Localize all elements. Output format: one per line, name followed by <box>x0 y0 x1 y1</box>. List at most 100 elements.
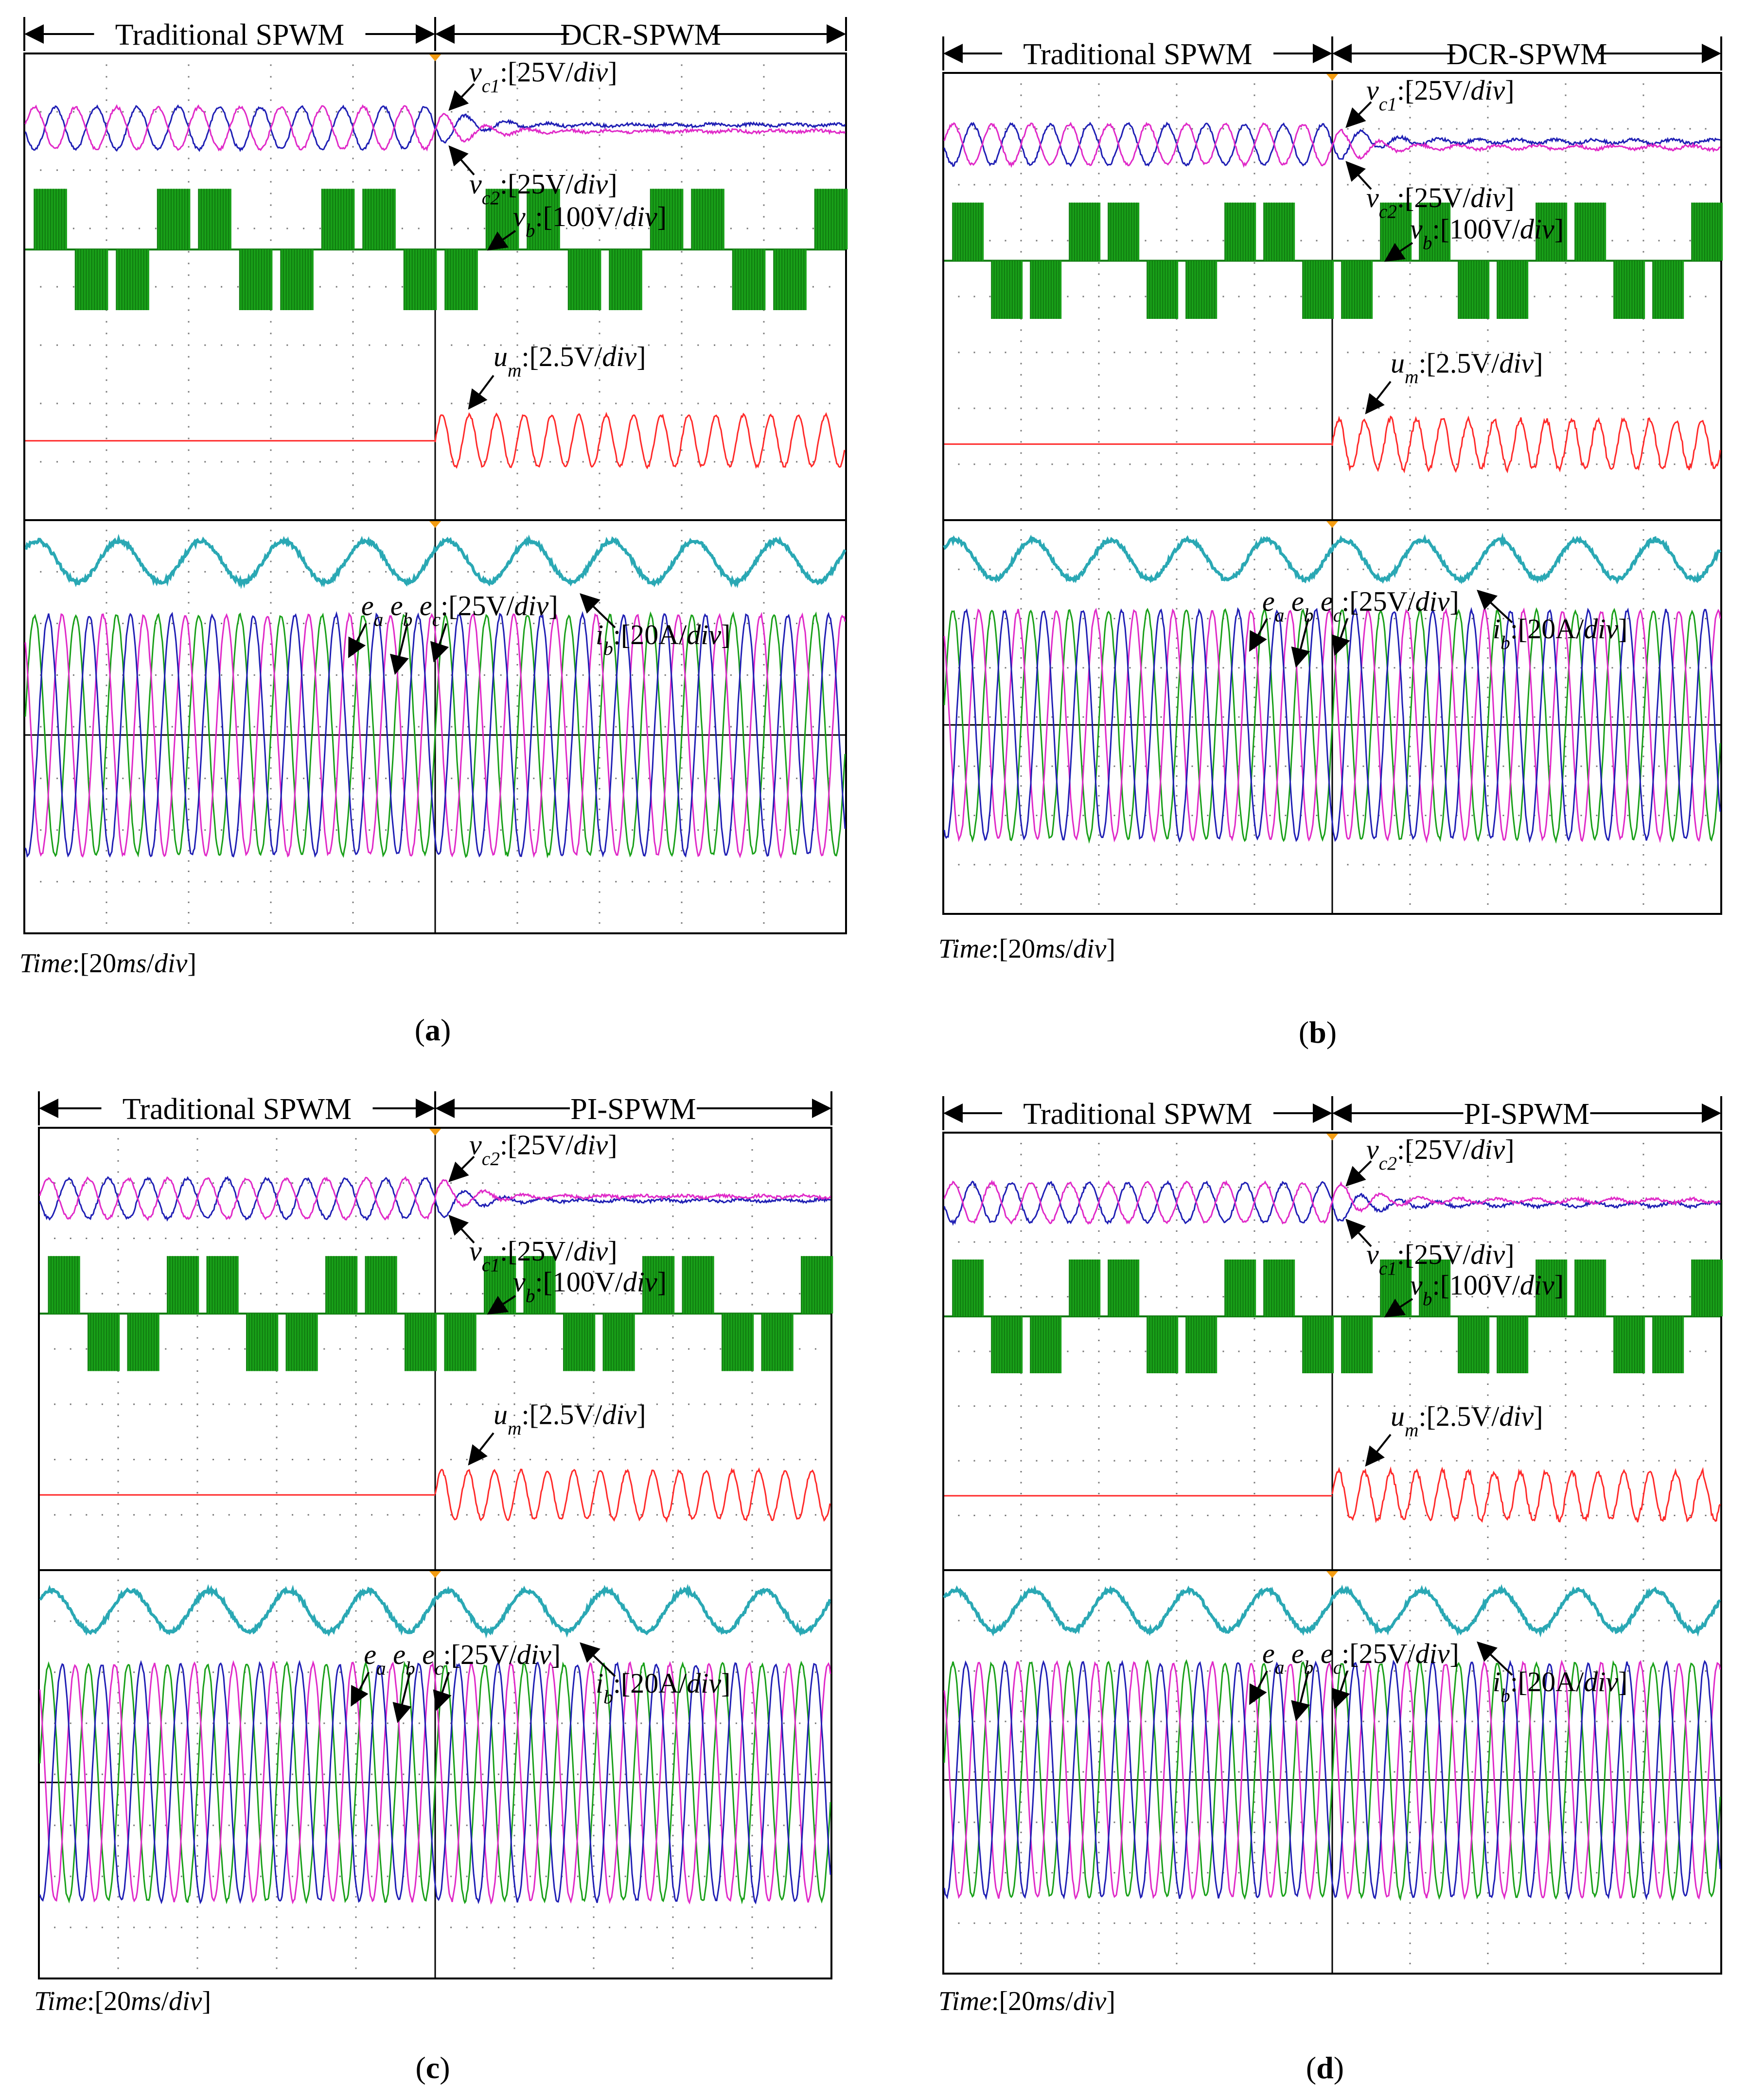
header-left-label: Traditional SPWM <box>1023 38 1252 71</box>
time-scale-label-part: / <box>146 948 154 979</box>
grid-dot <box>106 757 107 759</box>
grid-dot <box>1269 463 1271 465</box>
grid-dot <box>533 623 535 624</box>
grid-dot <box>188 819 190 821</box>
label-vb-part: :[100V/ <box>1432 213 1520 245</box>
grid-dot <box>593 1957 595 1959</box>
grid-dot <box>1020 184 1022 186</box>
grid-dot <box>516 402 518 404</box>
grid-dot <box>1409 588 1411 590</box>
grid-dot <box>796 402 798 404</box>
grid-dot <box>735 1926 737 1928</box>
grid-dot <box>1129 667 1131 669</box>
grid-dot <box>751 1481 753 1483</box>
grid-dot <box>385 571 387 573</box>
grid-dot <box>615 829 617 831</box>
grid-dot <box>180 1459 182 1460</box>
grid-dot <box>958 568 960 570</box>
grid-dot <box>466 1293 468 1295</box>
grid-dot <box>497 1773 499 1775</box>
grid-dot <box>1098 117 1100 119</box>
grid-dot <box>1098 173 1100 175</box>
grid-dot <box>751 1149 753 1151</box>
grid-dot <box>1098 844 1100 846</box>
grid-dot <box>751 1845 753 1847</box>
grid-dot <box>593 1392 595 1394</box>
grid-dot <box>958 296 960 298</box>
grid-dot <box>516 705 518 707</box>
grid-dot <box>513 1182 515 1184</box>
grid-dot <box>1362 568 1364 570</box>
grid-dot <box>599 705 600 707</box>
grid-dot <box>672 1138 674 1140</box>
grid-dot <box>451 623 453 624</box>
grid-dot <box>1409 128 1411 130</box>
grid-dot <box>270 438 272 439</box>
grid-dot <box>369 777 371 779</box>
grid-dot <box>656 1459 658 1460</box>
grid-dot <box>763 356 765 358</box>
grid-dot <box>763 695 765 697</box>
grid-dot <box>270 850 272 852</box>
grid-dot <box>117 1835 119 1837</box>
grid-dot <box>319 881 321 883</box>
grid-dot <box>1642 765 1644 767</box>
grid-dot <box>1565 667 1567 669</box>
grid-dot <box>812 461 814 463</box>
grid-dot <box>763 705 765 707</box>
grid-dot <box>735 1671 737 1673</box>
grid-dot <box>1440 716 1442 718</box>
grid-dot <box>763 379 765 381</box>
grid-dot <box>355 1359 357 1361</box>
grid-dot <box>352 540 354 542</box>
grid-dot <box>609 1926 611 1928</box>
grid-dot <box>1222 128 1224 130</box>
grid-dot <box>1253 363 1255 365</box>
grid-dot <box>204 829 206 831</box>
grid-dot <box>180 1722 182 1724</box>
grid-dot <box>1005 568 1006 570</box>
grid-dot <box>355 1326 357 1328</box>
grid-dot <box>1347 463 1349 465</box>
grid-dot <box>1020 407 1022 409</box>
grid-dot <box>188 643 190 645</box>
grid-dot <box>1487 815 1489 816</box>
grid-dot <box>500 111 502 113</box>
grid-dot <box>681 286 683 288</box>
grid-dot <box>714 344 716 346</box>
grid-dot <box>270 228 272 229</box>
grid-dot <box>1362 128 1364 130</box>
grid-dot <box>796 674 798 676</box>
grid-dot <box>1176 486 1178 488</box>
grid-dot <box>582 402 584 404</box>
grid-dot <box>763 871 765 872</box>
grid-dot <box>228 1722 230 1724</box>
grid-dot <box>516 922 518 924</box>
grid-dot <box>812 286 814 288</box>
grid-dot <box>355 1906 357 1908</box>
grid-dot <box>188 560 190 562</box>
grid-dot <box>155 111 157 113</box>
grid-dot <box>681 664 683 665</box>
label-um-part: m <box>508 360 521 381</box>
grid-dot <box>292 1182 294 1184</box>
grid-dot <box>1627 618 1629 619</box>
grid-dot <box>188 581 190 583</box>
grid-dot <box>352 592 354 594</box>
grid-dot <box>763 571 765 573</box>
grid-dot <box>1440 463 1442 465</box>
grid-dot <box>117 1138 119 1140</box>
grid-dot <box>106 540 107 542</box>
grid-dot <box>549 286 551 288</box>
grid-dot <box>1409 746 1411 748</box>
grid-dot <box>276 1579 278 1581</box>
grid-dot <box>735 1773 737 1775</box>
grid-dot <box>403 1773 405 1775</box>
grid-dot <box>497 1238 499 1239</box>
grid-dot <box>352 571 354 573</box>
grid-dot <box>1176 686 1178 688</box>
grid-dot <box>1487 893 1489 895</box>
grid-dot <box>303 881 305 883</box>
caption-letter: a <box>425 1013 441 1047</box>
grid-dot <box>763 146 765 148</box>
